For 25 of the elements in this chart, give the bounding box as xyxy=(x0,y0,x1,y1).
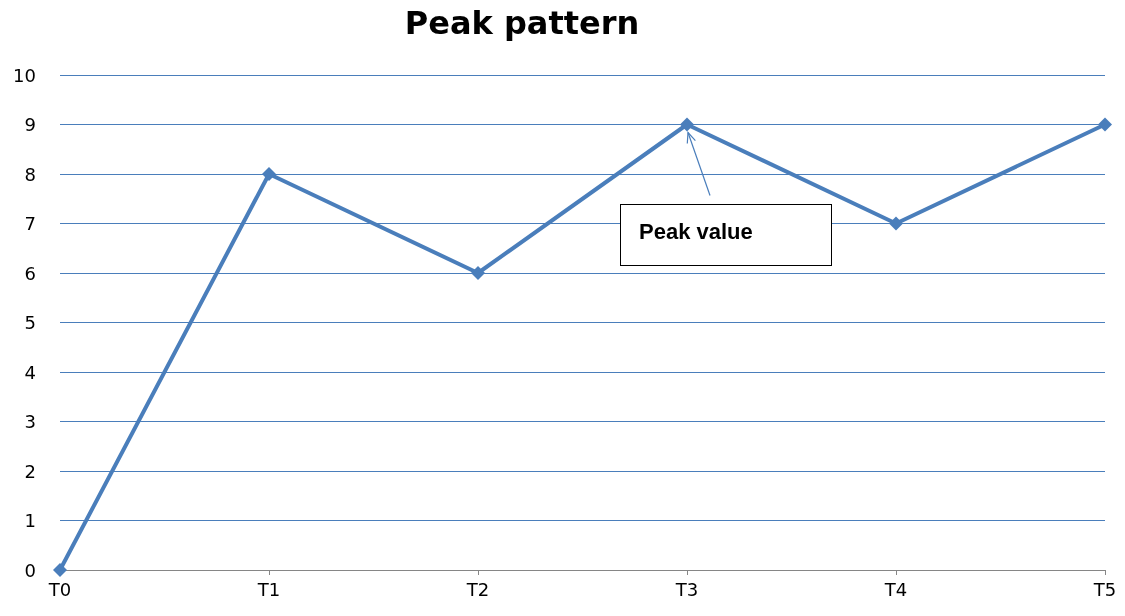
x-tick-label: T2 xyxy=(465,578,490,600)
x-tick-label: T4 xyxy=(883,578,908,600)
y-tick-label: 6 xyxy=(24,262,36,284)
point xyxy=(471,266,485,280)
y-tick-label: 3 xyxy=(24,411,36,432)
y-tick-label: 2 xyxy=(24,460,36,482)
x-tick-label: T3 xyxy=(674,578,699,600)
y-tick-label: 1 xyxy=(24,510,36,531)
callout-box: Peak value xyxy=(620,203,832,266)
point xyxy=(53,563,67,577)
point xyxy=(1098,117,1112,132)
y-tick-label: 8 xyxy=(24,163,36,185)
x-tick-label: T1 xyxy=(256,578,281,600)
x-tick-label: T5 xyxy=(1092,578,1117,600)
y-tick-label: 4 xyxy=(24,361,36,383)
y-tick-label: 9 xyxy=(24,114,36,135)
point xyxy=(889,216,903,231)
y-tick-label: 0 xyxy=(24,559,36,581)
point xyxy=(680,117,694,132)
y-tick-label: 7 xyxy=(24,213,36,234)
chart-title: Peak pattern xyxy=(404,4,640,42)
y-tick-label: 5 xyxy=(24,312,36,333)
point xyxy=(262,167,276,181)
y-tick-label: 10 xyxy=(13,64,36,86)
x-tick-label: T0 xyxy=(47,578,72,600)
